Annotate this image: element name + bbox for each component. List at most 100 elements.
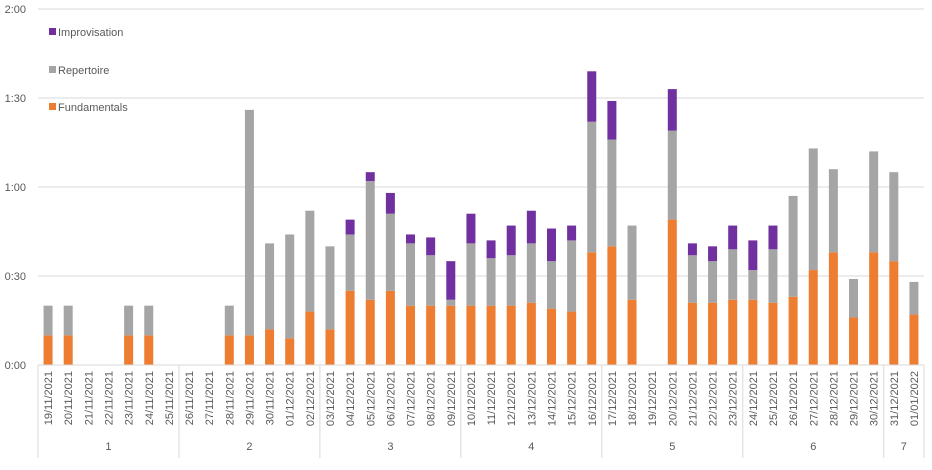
x-tick-label: 21/12/2021 xyxy=(687,371,699,426)
x-tick-label: 25/12/2021 xyxy=(768,371,780,426)
y-tick-label: 2:00 xyxy=(5,4,26,16)
bar-repertoire xyxy=(748,270,758,300)
x-tick-label: 01/01/2022 xyxy=(909,371,921,426)
bar-improvisation xyxy=(426,237,436,256)
x-tick-label: 28/11/2021 xyxy=(224,371,236,425)
bar-improvisation xyxy=(567,225,577,241)
bar-fundamentals xyxy=(305,311,315,365)
bar-repertoire xyxy=(889,172,899,262)
bar-repertoire xyxy=(526,243,536,303)
x-tick-label: 18/12/2021 xyxy=(627,371,639,426)
bar-fundamentals xyxy=(224,335,234,365)
x-tick-label: 11/12/2021 xyxy=(486,371,498,425)
group-label: 2 xyxy=(246,441,252,453)
bar-repertoire xyxy=(546,261,556,309)
x-tick-label: 29/12/2021 xyxy=(849,371,861,426)
bar-improvisation xyxy=(486,240,496,259)
group-label: 7 xyxy=(901,441,907,453)
x-tick-label: 04/12/2021 xyxy=(345,371,357,426)
x-tick-label: 23/11/2021 xyxy=(124,371,136,425)
bar-fundamentals xyxy=(869,252,879,365)
x-tick-label: 25/11/2021 xyxy=(164,371,176,425)
x-tick-label: 26/12/2021 xyxy=(788,371,800,426)
bar-fundamentals xyxy=(607,246,617,365)
bar-fundamentals xyxy=(587,252,597,365)
x-tick-label: 20/11/2021 xyxy=(63,371,75,425)
bar-repertoire xyxy=(345,234,355,291)
legend-swatch xyxy=(49,103,56,110)
bar-repertoire xyxy=(406,243,416,306)
bar-improvisation xyxy=(708,246,718,262)
bar-repertoire xyxy=(909,281,919,315)
bar-fundamentals xyxy=(909,314,919,365)
x-tick-label: 13/12/2021 xyxy=(526,371,538,426)
bar-repertoire xyxy=(687,255,697,303)
y-tick-label: 1:30 xyxy=(5,93,26,105)
bar-fundamentals xyxy=(446,305,456,365)
bar-fundamentals xyxy=(748,299,758,365)
bar-fundamentals xyxy=(144,335,154,365)
x-tick-label: 24/12/2021 xyxy=(748,371,760,426)
bar-fundamentals xyxy=(406,305,416,365)
x-tick-label: 23/12/2021 xyxy=(728,371,740,426)
group-label: 5 xyxy=(669,441,675,453)
x-tick-label: 01/12/2021 xyxy=(285,371,297,426)
y-tick-label: 0:30 xyxy=(5,271,26,283)
bar-repertoire xyxy=(708,261,718,303)
bar-fundamentals xyxy=(63,335,73,365)
bar-improvisation xyxy=(667,89,677,131)
group-label: 6 xyxy=(810,441,816,453)
y-tick-label: 0:00 xyxy=(5,360,26,372)
bar-repertoire xyxy=(768,249,778,303)
bar-repertoire xyxy=(446,299,456,306)
x-tick-label: 08/12/2021 xyxy=(426,371,438,426)
bar-fundamentals xyxy=(43,335,53,365)
bar-fundamentals xyxy=(244,335,254,365)
bar-repertoire xyxy=(63,305,73,336)
legend-label: Improvisation xyxy=(58,27,123,39)
x-tick-label: 06/12/2021 xyxy=(385,371,397,426)
bar-repertoire xyxy=(849,278,859,318)
bar-repertoire xyxy=(869,151,879,253)
bar-fundamentals xyxy=(828,252,838,365)
x-axis: 19/11/2021 20/11/2021 21/11/2021 22/11/2021… xyxy=(37,364,925,458)
bar-fundamentals xyxy=(265,329,275,365)
x-tick-label: 05/12/2021 xyxy=(365,371,377,426)
bar-repertoire xyxy=(385,213,395,291)
x-tick-label: 19/12/2021 xyxy=(647,371,659,426)
x-tick-label: 20/12/2021 xyxy=(667,371,679,426)
bar-repertoire xyxy=(466,243,476,306)
bar-fundamentals xyxy=(466,305,476,365)
bar-fundamentals xyxy=(124,335,134,365)
bar-repertoire xyxy=(285,234,295,339)
bar-improvisation xyxy=(526,210,536,244)
x-tick-label: 02/12/2021 xyxy=(305,371,317,426)
bar-fundamentals xyxy=(385,290,395,365)
bar-repertoire xyxy=(325,246,335,330)
bar-repertoire xyxy=(305,210,315,312)
group-label: 3 xyxy=(387,441,393,453)
bar-improvisation xyxy=(728,225,738,250)
bar-fundamentals xyxy=(667,219,677,365)
x-tick-label: 29/11/2021 xyxy=(244,371,256,425)
x-tick-label: 07/12/2021 xyxy=(406,371,418,426)
x-tick-label: 16/12/2021 xyxy=(587,371,599,426)
legend-label: Repertoire xyxy=(58,65,109,77)
x-tick-label: 31/12/2021 xyxy=(889,371,901,426)
bar-improvisation xyxy=(607,100,617,140)
bar-improvisation xyxy=(748,240,758,271)
x-tick-label: 26/11/2021 xyxy=(184,371,196,425)
bar-fundamentals xyxy=(365,299,375,365)
legend-label: Fundamentals xyxy=(58,102,128,114)
bar-repertoire xyxy=(265,243,275,330)
x-tick-label: 27/12/2021 xyxy=(808,371,820,426)
x-tick-label: 14/12/2021 xyxy=(546,371,558,426)
bar-fundamentals xyxy=(889,261,899,365)
bar-fundamentals xyxy=(486,305,496,365)
bar-repertoire xyxy=(244,109,254,336)
x-tick-label: 17/12/2021 xyxy=(607,371,619,426)
bar-improvisation xyxy=(768,225,778,250)
group-label: 1 xyxy=(105,441,111,453)
bar-improvisation xyxy=(506,225,516,256)
